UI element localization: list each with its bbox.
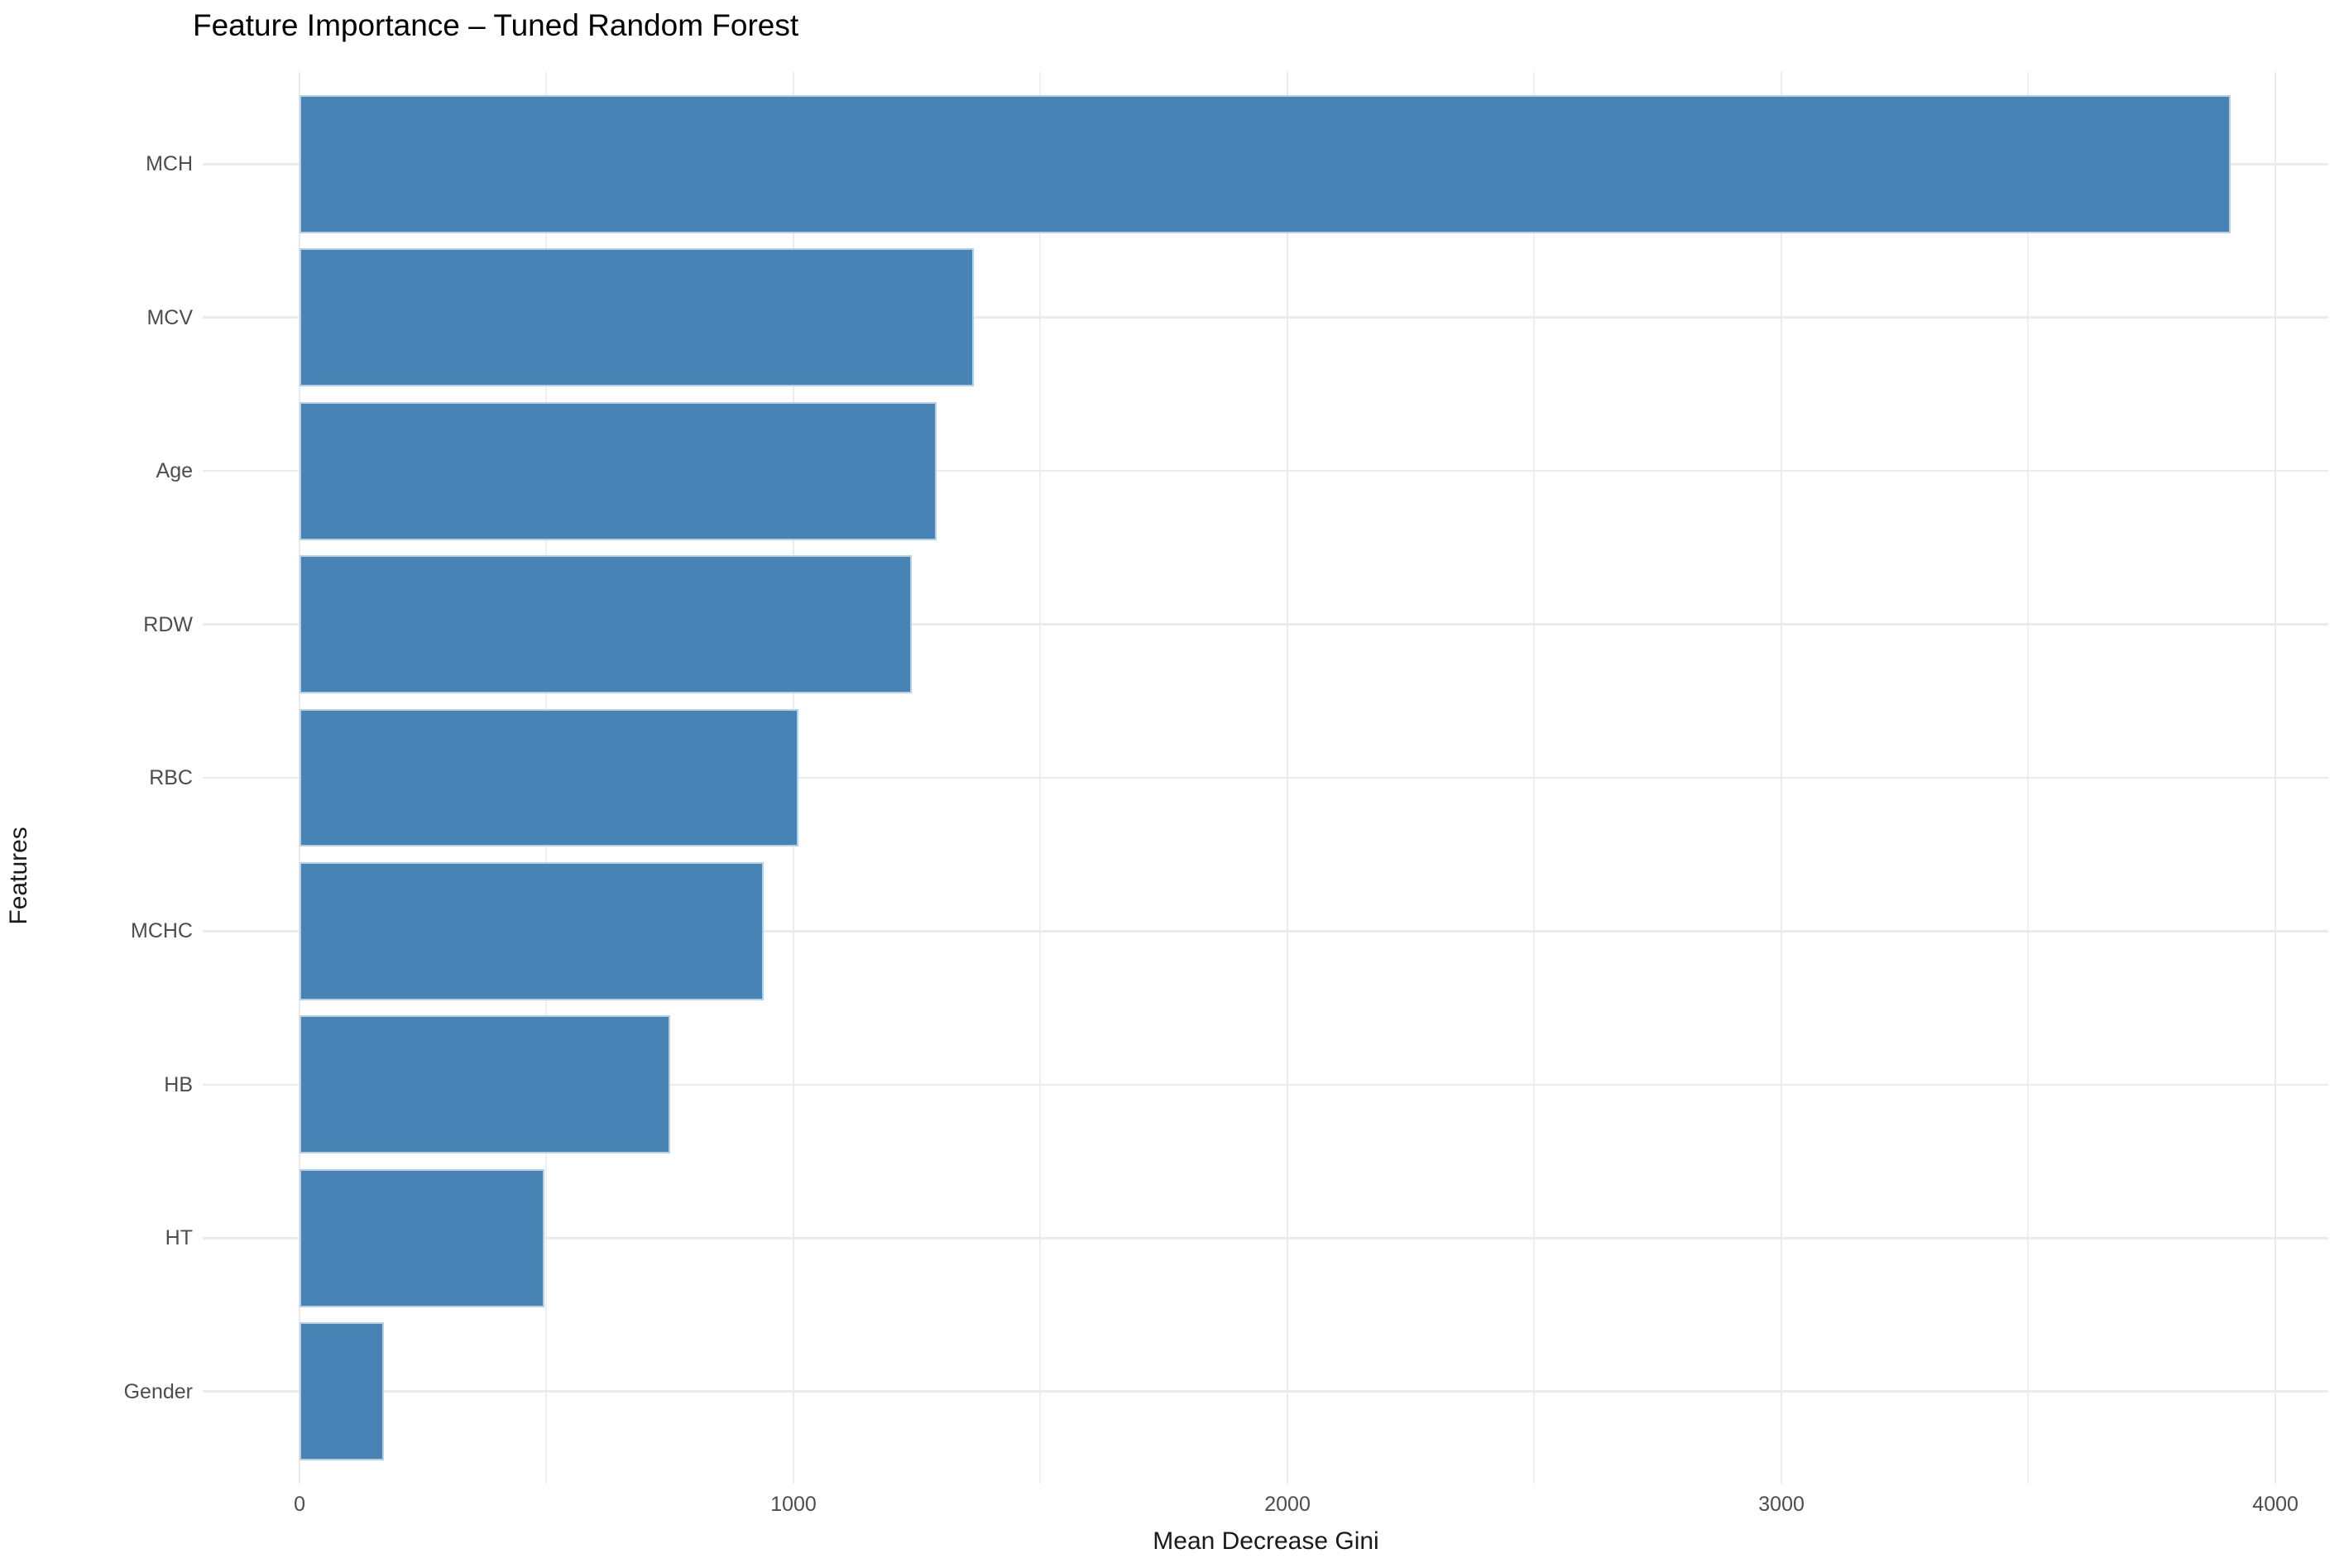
bar-mcv	[300, 248, 974, 387]
y-tick-label-rbc: RBC	[149, 766, 193, 789]
y-tick-label-mcv: MCV	[146, 305, 193, 329]
x-tick-label-0: 0	[294, 1493, 305, 1516]
x-tick-label-1000: 1000	[770, 1493, 817, 1516]
y-axis-title: Features	[5, 827, 32, 925]
chart-title: Feature Importance – Tuned Random Forest	[193, 8, 799, 42]
horizontal-gridline	[203, 1390, 2328, 1393]
x-tick-label-3000: 3000	[1758, 1493, 1805, 1516]
bar-mchc	[300, 861, 765, 1000]
y-tick-label-gender: Gender	[123, 1379, 193, 1403]
bar-age	[300, 401, 937, 540]
y-tick-label-hb: HB	[164, 1072, 193, 1096]
bar-ht	[300, 1168, 544, 1307]
bar-rdw	[300, 555, 913, 693]
y-tick-label-mch: MCH	[146, 152, 193, 176]
horizontal-gridline	[203, 623, 2328, 626]
y-tick-label-age: Age	[156, 459, 193, 483]
horizontal-gridline	[203, 1083, 2328, 1086]
y-tick-label-mchc: MCHC	[131, 919, 193, 943]
bar-hb	[300, 1015, 670, 1154]
x-tick-label-4000: 4000	[2252, 1493, 2298, 1516]
x-tick-label-2000: 2000	[1264, 1493, 1311, 1516]
bar-gender	[300, 1322, 384, 1461]
bar-mch	[300, 94, 2231, 233]
horizontal-gridline	[203, 469, 2328, 472]
horizontal-gridline	[203, 776, 2328, 779]
horizontal-gridline	[203, 930, 2328, 933]
x-axis-title: Mean Decrease Gini	[1153, 1527, 1379, 1555]
y-tick-label-ht: HT	[165, 1226, 193, 1250]
horizontal-gridline	[203, 316, 2328, 319]
plot-panel	[203, 72, 2328, 1484]
bar-rbc	[300, 708, 798, 847]
horizontal-gridline	[203, 1237, 2328, 1240]
y-tick-label-rdw: RDW	[143, 612, 193, 636]
